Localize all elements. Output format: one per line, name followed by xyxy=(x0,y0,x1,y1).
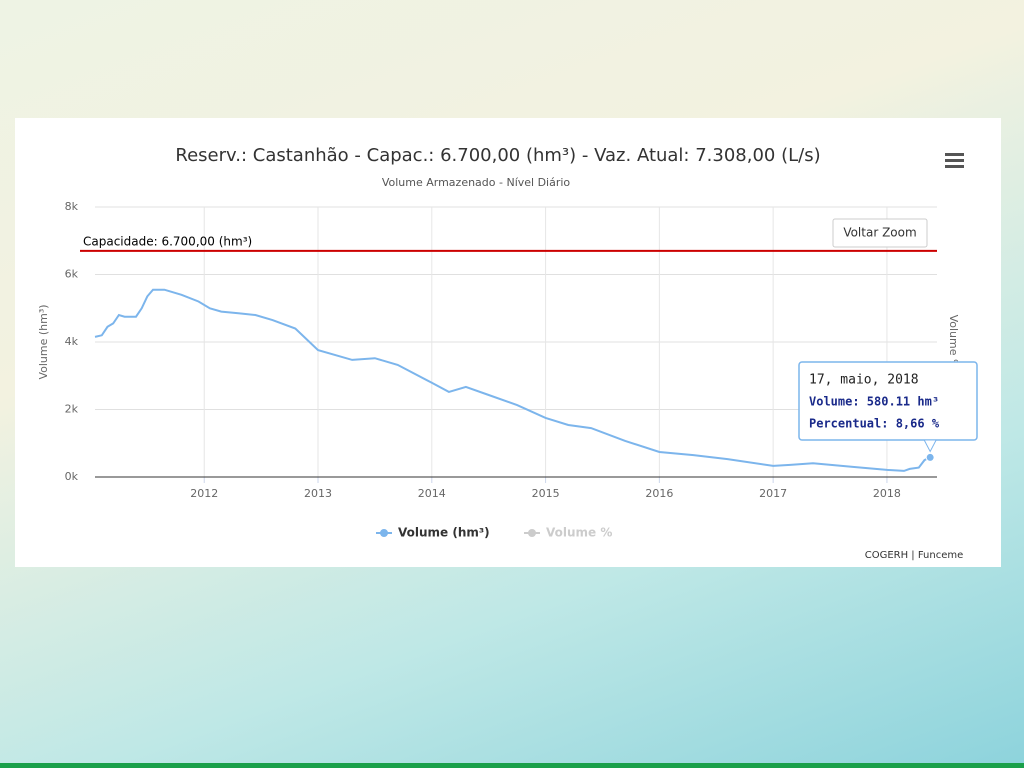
hover-point xyxy=(925,452,935,462)
credits[interactable]: COGERH | Funceme xyxy=(865,550,964,561)
x-tick-label: 2015 xyxy=(532,487,560,500)
y-axis-title: Volume (hm³) xyxy=(37,304,50,379)
y-tick-label: 6k xyxy=(65,268,79,281)
y-tick-label: 0k xyxy=(65,470,79,483)
x-tick-label: 2013 xyxy=(304,487,332,500)
legend-label: Volume % xyxy=(546,526,612,540)
x-tick-label: 2018 xyxy=(873,487,901,500)
chart-subtitle: Volume Armazenado - Nível Diário xyxy=(382,176,571,189)
footer-bar xyxy=(0,763,1024,768)
zoom-button[interactable]: Voltar Zoom xyxy=(832,218,928,248)
menu-icon[interactable] xyxy=(945,153,964,168)
legend-marker xyxy=(528,529,536,537)
tooltip-pointer xyxy=(923,439,938,453)
y-tick-label: 2k xyxy=(65,403,79,416)
tooltip-line: Percentual: 8,66 % xyxy=(809,417,940,431)
tooltip-box xyxy=(798,361,978,441)
legend-label: Volume (hm³) xyxy=(398,526,490,540)
legend-item[interactable]: Volume (hm³) xyxy=(376,526,490,540)
x-tick-label: 2016 xyxy=(645,487,673,500)
x-tick-label: 2012 xyxy=(190,487,218,500)
button-label: Voltar Zoom xyxy=(843,226,916,240)
x-tick-label: 2017 xyxy=(759,487,787,500)
x-tick-label: 2014 xyxy=(418,487,446,500)
y-tick-label: 8k xyxy=(65,200,79,213)
legend-marker xyxy=(380,529,388,537)
tooltip-line: 17, maio, 2018 xyxy=(809,373,919,388)
legend-item[interactable]: Volume % xyxy=(524,526,612,540)
y2-axis-title: Volume % xyxy=(947,315,960,370)
chart-title: Reserv.: Castanhão - Capac.: 6.700,00 (h… xyxy=(175,145,820,166)
tooltip-line: Volume: 580.11 hm³ xyxy=(809,395,939,409)
y-tick-label: 4k xyxy=(65,335,79,348)
capacity-label: Capacidade: 6.700,00 (hm³) xyxy=(83,234,252,248)
series-line xyxy=(94,288,931,472)
button-box xyxy=(832,218,928,248)
